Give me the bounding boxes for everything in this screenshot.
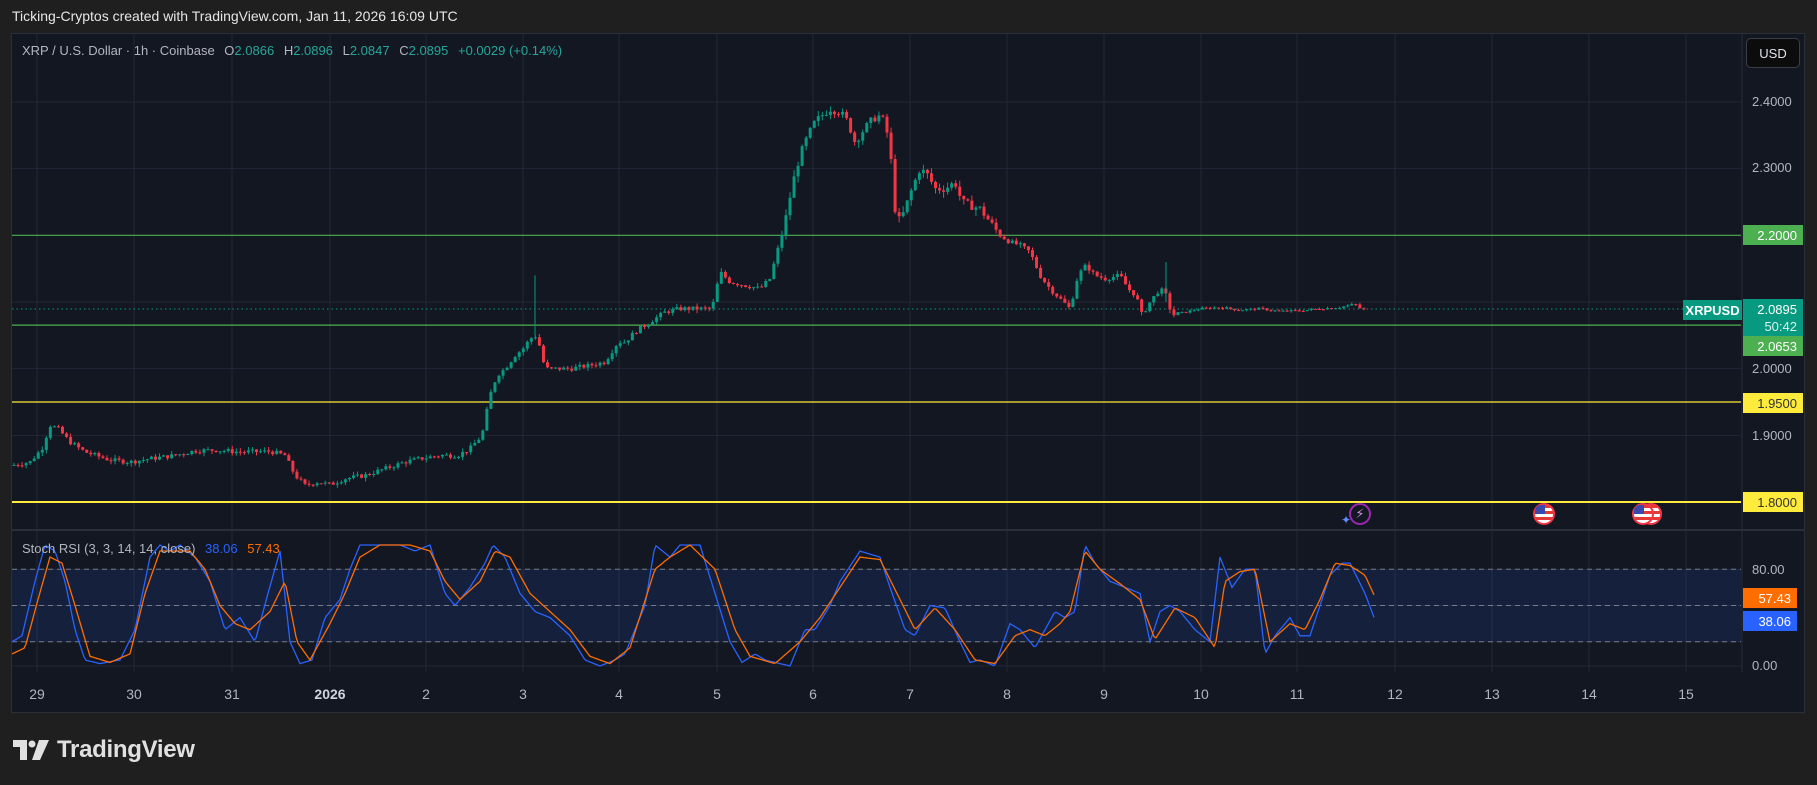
time-tick: 15 [1678,686,1694,702]
time-tick: 10 [1193,686,1209,702]
chart-frame [11,33,1805,713]
close-value: 2.0895 [408,43,449,58]
chart-caption: Ticking-Cryptos created with TradingView… [12,8,458,24]
change-value: +0.0029 (+0.14%) [458,43,563,58]
tradingview-brand: TradingView [57,736,195,763]
time-tick: 9 [1100,686,1108,702]
low-value: 2.0847 [349,43,390,58]
level-tag-1800: 1.8000 [1743,492,1803,512]
symbol-tag: XRPUSD [1683,300,1742,320]
high-label: H [283,43,294,58]
time-tick: 7 [906,686,914,702]
last-price-tag: 2.0895 50:42 [1743,299,1803,336]
time-tick: 4 [615,686,623,702]
time-tick: 31 [224,686,240,702]
stoch-d-value: 57.43 [247,541,280,556]
price-tick-2-3: 2.3000 [1752,160,1792,175]
open-value: 2.0866 [234,43,275,58]
stoch-k-tag: 38.06 [1743,611,1797,631]
time-tick: 13 [1484,686,1500,702]
lightning-icon[interactable]: ⚡ [1349,503,1371,525]
price-tick-1-9: 1.9000 [1752,428,1792,443]
symbol-legend: XRP / U.S. Dollar · 1h · Coinbase O2.086… [22,43,562,58]
price-tick-2-0: 2.0000 [1752,361,1792,376]
time-tick: 2 [422,686,430,702]
stoch-rsi-legend: Stoch RSI (3, 3, 14, 14, close) 38.06 57… [22,541,280,556]
sparkle-icon: ✦ [1341,513,1352,527]
tradingview-logo[interactable]: TradingView [13,736,195,764]
us-flag-icon[interactable] [1533,503,1555,525]
time-tick: 11 [1289,686,1305,702]
level-tag-1950: 1.9500 [1743,393,1803,413]
time-tick: 3 [519,686,527,702]
time-tick: 2026 [314,686,346,702]
stoch-k-value: 38.06 [205,541,238,556]
time-tick: 29 [29,686,45,702]
level-tag-2200: 2.2000 [1743,225,1803,245]
bar-countdown: 50:42 [1764,319,1797,334]
close-label: C [399,43,409,58]
tradingview-logo-icon [13,740,49,760]
time-tick: 5 [713,686,721,702]
stoch-rsi-title[interactable]: Stoch RSI (3, 3, 14, 14, close) [22,541,196,556]
us-flag-icon-front[interactable] [1632,503,1654,525]
high-value: 2.0896 [293,43,333,58]
time-tick: 8 [1003,686,1011,702]
stoch-tick-80: 80.00 [1752,562,1785,577]
time-tick: 14 [1581,686,1597,702]
stoch-d-tag: 57.43 [1743,588,1797,608]
low-label: L [342,43,350,58]
stoch-tick-0: 0.00 [1752,658,1778,673]
time-tick: 6 [809,686,817,702]
time-tick: 12 [1387,686,1403,702]
currency-button[interactable]: USD [1746,38,1800,68]
open-label: O [224,43,235,58]
price-tick-2-4: 2.4000 [1752,94,1792,109]
last-price-value: 2.0895 [1757,302,1797,317]
level-tag-2065: 2.0653 [1743,336,1803,356]
time-tick: 30 [126,686,142,702]
symbol-title[interactable]: XRP / U.S. Dollar · 1h · Coinbase [22,43,215,58]
